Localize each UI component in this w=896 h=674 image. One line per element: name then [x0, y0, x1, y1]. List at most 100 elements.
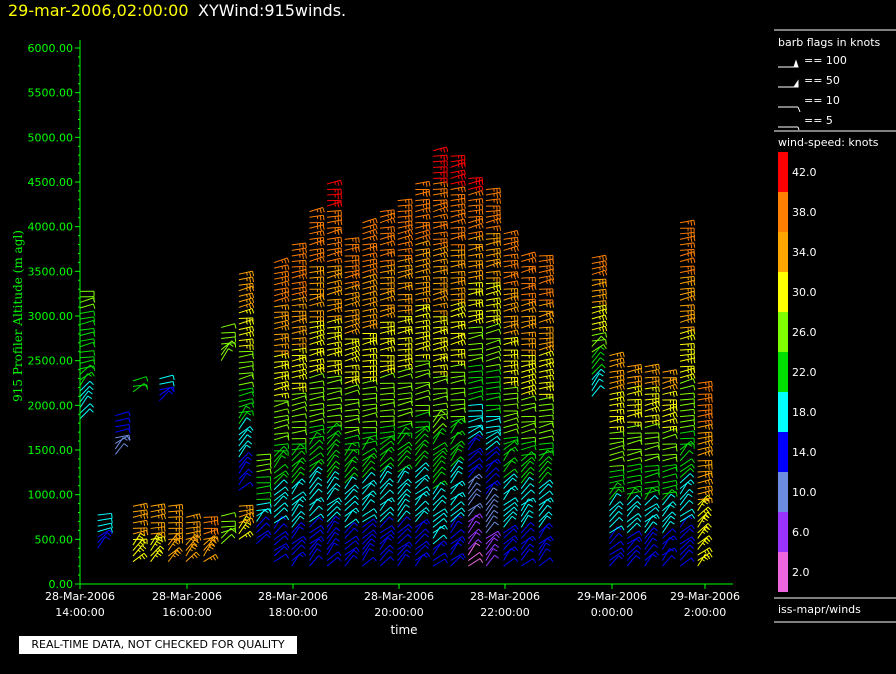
barb-feather [305, 413, 307, 419]
barb-staff [309, 214, 324, 218]
barb-staff [220, 343, 230, 356]
barb-feather [252, 398, 255, 404]
wind-barb [238, 365, 255, 371]
barb-staff [97, 527, 112, 533]
wind-barb [485, 350, 502, 357]
barb-feather [514, 497, 519, 503]
barb-staff [609, 552, 622, 562]
barb-feather [425, 253, 428, 259]
barb-staff [291, 242, 306, 246]
wind-barb [379, 462, 395, 473]
barb-staff [503, 538, 514, 550]
wind-barb [397, 215, 413, 222]
barb-staff [468, 204, 483, 207]
wind-barb [415, 188, 430, 195]
wind-barb [238, 361, 254, 367]
barb-staff [450, 387, 465, 390]
barb-staff [468, 185, 482, 190]
barb-staff [238, 508, 253, 513]
barb-staff [415, 518, 428, 528]
barb-staff [415, 474, 428, 484]
barb-feather [600, 357, 605, 362]
wind-barb [326, 422, 341, 434]
wind-barb [521, 421, 536, 427]
barb-staff [538, 526, 547, 539]
barb-feather [393, 435, 396, 441]
wind-barb [397, 411, 414, 418]
barb-feather [320, 452, 325, 458]
wind-barb [203, 553, 219, 563]
barb-staff [291, 511, 302, 523]
barb-staff [415, 540, 427, 550]
barb-feather [335, 483, 341, 488]
wind-barb [503, 364, 519, 371]
barb-staff [450, 407, 465, 412]
barb-feather [404, 231, 407, 235]
barb-staff [467, 437, 477, 451]
barb-feather [513, 324, 517, 330]
barb-feather [534, 453, 537, 459]
wind-barb [468, 274, 484, 281]
barb-staff [132, 384, 147, 387]
barb-staff [467, 457, 480, 467]
barb-staff [379, 232, 395, 235]
barb-feather [446, 403, 449, 409]
barb-staff [291, 247, 306, 251]
barb-feather [426, 519, 431, 524]
barb-feather [516, 302, 519, 308]
wind-barb [273, 491, 289, 502]
wind-barb [415, 290, 431, 297]
barb-feather [285, 470, 289, 476]
wind-barb [132, 384, 148, 390]
wind-barb [344, 466, 359, 478]
barb-staff [538, 483, 549, 495]
barb-feather [369, 254, 372, 258]
barb-staff [520, 471, 531, 484]
barb-feather [493, 242, 495, 246]
wind-barb [168, 516, 183, 522]
wind-barb [538, 258, 555, 265]
barb-feather [439, 431, 445, 436]
barb-staff [79, 297, 94, 303]
wind-barb [397, 392, 413, 398]
barb-staff [450, 320, 465, 323]
barb-staff [362, 434, 377, 440]
barb-feather [318, 488, 323, 493]
barb-feather [390, 260, 393, 266]
barb-feather [601, 315, 605, 321]
wind-barb [362, 313, 378, 320]
barb-feather [408, 199, 410, 205]
wind-barb [591, 378, 604, 392]
barb-feather [357, 418, 361, 424]
barb-feather [481, 204, 484, 210]
wind-barb [159, 386, 175, 393]
barb-feather [354, 456, 359, 461]
wind-barb [274, 392, 290, 399]
barb-feather [549, 269, 552, 275]
barb-feather [369, 341, 372, 345]
barb-staff [238, 472, 248, 485]
barb-feather [496, 215, 499, 221]
barb-feather [548, 523, 553, 528]
barb-feather [387, 465, 393, 470]
barb-feather [198, 535, 202, 541]
barb-staff [485, 440, 498, 451]
barb-staff [309, 458, 322, 467]
wind-barb [432, 378, 449, 384]
barb-staff [362, 268, 376, 274]
wind-barb [415, 234, 431, 241]
barb-staff [521, 440, 535, 445]
wind-barb [362, 523, 377, 534]
barb-feather [549, 382, 551, 388]
barb-staff [344, 237, 359, 240]
barb-feather [391, 436, 395, 441]
barb-feather [551, 450, 555, 456]
barb-feather [305, 325, 307, 331]
barb-feather [408, 524, 413, 529]
barb-feather [481, 386, 484, 392]
wind-barb [326, 506, 341, 517]
barb-feather [531, 374, 534, 380]
barb-staff [414, 455, 425, 467]
barb-feather [89, 408, 94, 413]
barb-staff [379, 240, 394, 246]
